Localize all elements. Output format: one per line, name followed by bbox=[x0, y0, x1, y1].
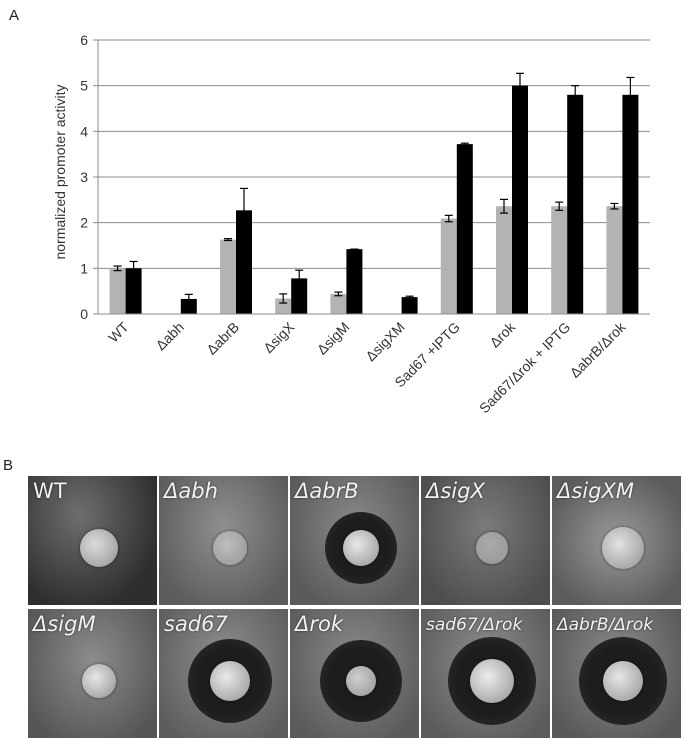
x-tick-label: Sad67/Δrok + IPTG bbox=[476, 319, 573, 416]
colony bbox=[81, 664, 116, 699]
plate-photo: Δabh bbox=[159, 476, 288, 605]
plate-photo: WT bbox=[28, 476, 157, 605]
plate-label: ΔsigXM bbox=[557, 479, 634, 503]
bar-series-1 bbox=[330, 293, 347, 314]
y-tick-label: 1 bbox=[80, 260, 88, 276]
y-tick-label: 0 bbox=[80, 306, 88, 322]
colony bbox=[342, 530, 379, 567]
plate-photo: sad67 bbox=[159, 609, 288, 738]
plate-label: sad67/Δrok bbox=[426, 615, 523, 635]
x-tick-label: ΔabrB/Δrok bbox=[567, 318, 630, 381]
y-tick-label: 4 bbox=[80, 123, 88, 139]
bar-series-1 bbox=[109, 268, 126, 314]
bar-series-2 bbox=[567, 94, 584, 314]
colony bbox=[601, 527, 644, 570]
y-tick-label: 3 bbox=[80, 169, 88, 185]
y-axis-ticks: 0 1 2 3 4 5 6 bbox=[80, 32, 98, 322]
colony bbox=[475, 532, 508, 565]
bar-series-1 bbox=[551, 206, 568, 314]
y-tick-label: 5 bbox=[80, 78, 88, 94]
bar-series-2 bbox=[401, 297, 418, 314]
plate-label: Δrok bbox=[295, 612, 344, 636]
y-axis-label: normalized promoter activity bbox=[52, 84, 68, 259]
plate-label: ΔabrB/Δrok bbox=[557, 615, 654, 635]
bar-series-2 bbox=[346, 249, 363, 314]
bar-series-2 bbox=[456, 144, 473, 314]
plate-photo: ΔabrB/Δrok bbox=[552, 609, 681, 738]
x-tick-label: WT bbox=[105, 318, 132, 345]
bar-series-2 bbox=[180, 298, 197, 314]
y-tick-label: 6 bbox=[80, 32, 88, 48]
plate-photo: Δrok bbox=[290, 609, 419, 738]
x-tick-label: ΔsigXM bbox=[362, 319, 407, 364]
colony bbox=[212, 531, 247, 566]
bar-series-2 bbox=[291, 278, 308, 314]
bar-series-1 bbox=[220, 239, 236, 314]
colony bbox=[209, 661, 250, 702]
chart-error-bars bbox=[113, 72, 635, 305]
x-tick-label: ΔsigX bbox=[260, 318, 298, 356]
x-tick-label: ΔsigM bbox=[314, 319, 353, 358]
plate-label: ΔabrB bbox=[295, 479, 359, 503]
bar-series-1 bbox=[606, 206, 623, 314]
panel-b-letter: B bbox=[3, 457, 14, 474]
plate-photo: ΔabrB bbox=[290, 476, 419, 605]
chart-bars bbox=[109, 85, 639, 315]
bar-series-1 bbox=[496, 206, 512, 314]
bar-series-2 bbox=[125, 268, 142, 314]
plate-label: sad67 bbox=[164, 612, 228, 636]
x-tick-label: Δabh bbox=[152, 319, 186, 353]
colony bbox=[79, 529, 118, 568]
bar-series-1 bbox=[440, 218, 457, 314]
plate-label: ΔsigX bbox=[426, 479, 485, 503]
plate-photo: ΔsigX bbox=[421, 476, 550, 605]
bar-series-2 bbox=[236, 210, 252, 314]
plate-label: Δabh bbox=[164, 479, 218, 503]
bar-series-2 bbox=[512, 85, 528, 315]
plate-label: ΔsigM bbox=[33, 612, 96, 636]
plate-label: WT bbox=[33, 479, 67, 503]
plate-photo: ΔsigXM bbox=[552, 476, 681, 605]
panel-a-letter: A bbox=[9, 7, 20, 24]
colony bbox=[469, 659, 514, 704]
plate-assay-grid: WT Δabh ΔabrB ΔsigX ΔsigXM ΔsigM sad67 Δrok sad6… bbox=[28, 476, 683, 738]
y-tick-label: 2 bbox=[80, 215, 88, 231]
plate-photo: sad67/Δrok bbox=[421, 609, 550, 738]
colony bbox=[602, 661, 643, 702]
x-tick-label: Δrok bbox=[486, 318, 518, 350]
promoter-activity-bar-chart: 0 1 2 3 4 5 6 WT Δabh ΔabrB ΔsigX ΔsigM ΔsigXM Sad67… bbox=[52, 32, 650, 416]
x-tick-label: ΔabrB bbox=[203, 319, 242, 358]
bar-series-1 bbox=[275, 298, 292, 314]
colony bbox=[345, 666, 376, 697]
bar-series-2 bbox=[622, 94, 639, 314]
plate-photo: ΔsigM bbox=[28, 609, 157, 738]
